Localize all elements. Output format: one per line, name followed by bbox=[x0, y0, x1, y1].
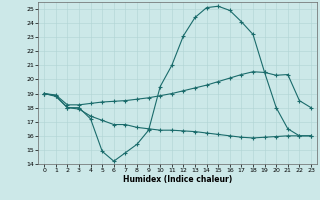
X-axis label: Humidex (Indice chaleur): Humidex (Indice chaleur) bbox=[123, 175, 232, 184]
